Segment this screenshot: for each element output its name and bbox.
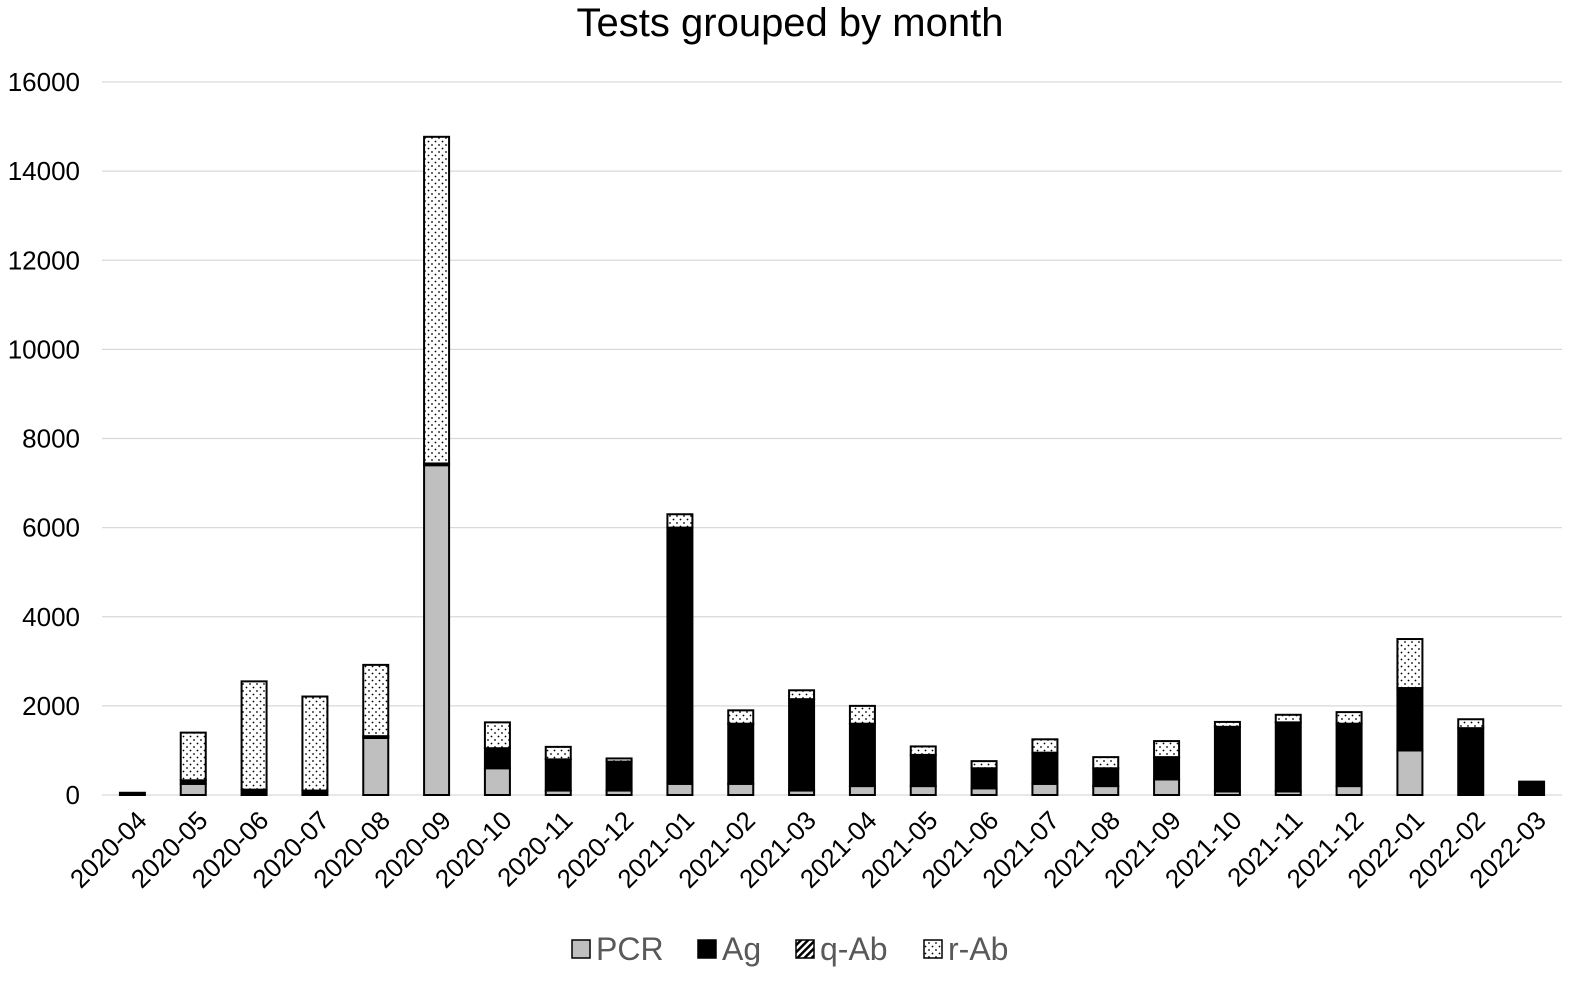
bar-segment-r-ab-2021-02 xyxy=(727,709,755,725)
bar-segment-r-ab-2020-12 xyxy=(605,757,633,763)
y-tick-label: 14000 xyxy=(8,156,80,186)
bar-segment-r-ab-2020-06 xyxy=(240,680,268,791)
legend-label-ag: Ag xyxy=(722,931,761,967)
bar-segment-ag-2021-05 xyxy=(909,753,937,788)
y-tick-label: 0 xyxy=(66,780,80,810)
bar-segment-r-ab-2021-06 xyxy=(970,760,998,770)
y-tick-label: 4000 xyxy=(22,602,80,632)
bar-segment-pcr-2022-01 xyxy=(1396,749,1424,796)
gridlines xyxy=(102,81,1562,796)
bar-segment-r-ab-2021-01 xyxy=(666,513,694,529)
bar-segment-ag-2021-12 xyxy=(1335,722,1363,788)
bar-segment-pcr-2020-09 xyxy=(423,464,451,796)
legend-swatch-r-ab xyxy=(923,939,943,959)
bar-segment-pcr-2021-12 xyxy=(1335,785,1363,797)
bar-segment-r-ab-2020-05 xyxy=(179,731,207,782)
bar-segment-ag-2021-09 xyxy=(1153,756,1181,781)
bar-segment-ag-2021-08 xyxy=(1092,767,1120,788)
bar-segment-r-ab-2020-09 xyxy=(423,135,451,465)
legend-label-r-ab: r-Ab xyxy=(948,931,1008,967)
bar-segment-ag-2022-03 xyxy=(1518,780,1546,796)
bar-segment-r-ab-2021-04 xyxy=(848,704,876,725)
bar-segment-pcr-2020-10 xyxy=(483,767,511,797)
y-tick-label: 8000 xyxy=(22,424,80,454)
bar-segment-ag-2022-02 xyxy=(1457,727,1485,796)
legend-label-pcr: PCR xyxy=(596,931,664,967)
bar-segment-r-ab-2021-10 xyxy=(1213,720,1241,728)
bar-segment-r-ab-2022-02 xyxy=(1457,718,1485,730)
bar-segment-ag-2020-11 xyxy=(544,758,572,792)
bar-segment-r-ab-2021-11 xyxy=(1274,713,1302,724)
bar-segment-ag-2020-12 xyxy=(605,760,633,792)
y-tick-label: 12000 xyxy=(8,245,80,275)
bar-segment-r-ab-2022-01 xyxy=(1396,638,1424,690)
bar-segment-r-ab-2021-08 xyxy=(1092,756,1120,770)
legend-swatch-q-ab xyxy=(795,939,815,959)
bar-segment-r-ab-2020-10 xyxy=(483,721,511,750)
legend: PCR Ag q-Ab r-Ab xyxy=(571,931,1008,967)
y-tick-label: 2000 xyxy=(22,691,80,721)
y-tick-label: 16000 xyxy=(8,67,80,97)
bar-segment-pcr-2021-09 xyxy=(1153,778,1181,797)
y-axis-ticks: 0 2000 4000 6000 8000 10000 12000 14000 16000 xyxy=(8,67,80,810)
bar-segment-r-ab-2020-08 xyxy=(362,663,390,738)
bar-segment-pcr-2021-02 xyxy=(727,782,755,796)
bar-segment-r-ab-2020-07 xyxy=(301,695,329,792)
bar-segment-ag-2021-07 xyxy=(1031,751,1059,785)
bar-segment-pcr-2021-04 xyxy=(848,785,876,797)
bar-segment-pcr-2021-06 xyxy=(970,787,998,796)
bars xyxy=(118,135,1546,797)
bar-segment-ag-2021-03 xyxy=(788,698,816,792)
bar-segment-r-ab-2021-07 xyxy=(1031,738,1059,754)
bar-segment-ag-2020-04 xyxy=(118,791,146,796)
bar-segment-r-ab-2020-11 xyxy=(544,745,572,761)
legend-label-q-ab: q-Ab xyxy=(820,931,888,967)
y-tick-label: 10000 xyxy=(8,334,80,364)
y-tick-label: 6000 xyxy=(22,513,80,543)
bar-segment-pcr-2021-08 xyxy=(1092,785,1120,797)
legend-swatch-ag xyxy=(697,939,717,959)
chart-title: Tests grouped by month xyxy=(577,1,1004,45)
bar-segment-r-ab-2021-12 xyxy=(1335,711,1363,725)
bar-segment-pcr-2021-07 xyxy=(1031,782,1059,796)
bar-segment-r-ab-2021-05 xyxy=(909,745,937,756)
bar-segment-pcr-2021-05 xyxy=(909,785,937,797)
bar-segment-pcr-2020-08 xyxy=(362,736,390,797)
bar-segment-r-ab-2021-09 xyxy=(1153,740,1181,759)
bar-segment-ag-2021-10 xyxy=(1213,725,1241,793)
bar-segment-ag-2021-11 xyxy=(1274,721,1302,793)
bar-segment-ag-2021-01 xyxy=(666,526,694,785)
bar-segment-ag-2021-06 xyxy=(970,767,998,790)
x-axis-ticks: 2020-042020-052020-062020-072020-082020-… xyxy=(64,805,1552,894)
bar-segment-pcr-2020-05 xyxy=(179,782,207,796)
bar-segment-ag-2021-02 xyxy=(727,722,755,785)
bar-segment-ag-2020-10 xyxy=(483,747,511,770)
bar-segment-ag-2021-04 xyxy=(848,722,876,788)
bar-segment-pcr-2021-01 xyxy=(666,782,694,796)
legend-swatch-pcr xyxy=(571,939,591,959)
bar-segment-r-ab-2021-03 xyxy=(788,689,816,701)
bar-segment-ag-2022-01 xyxy=(1396,687,1424,752)
